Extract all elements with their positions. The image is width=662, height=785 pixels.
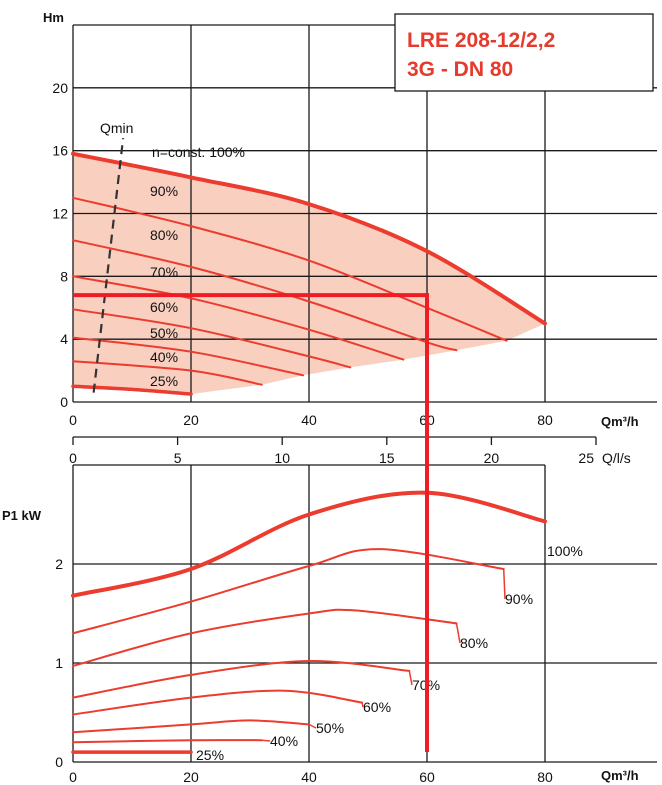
power-x-tick-0: 0 [69, 769, 77, 785]
head-x-tick-40: 40 [301, 412, 317, 428]
ls-tick-label-20: 20 [484, 450, 500, 466]
head-curve-label-60: 60% [150, 299, 178, 315]
power-x-tick-40: 40 [301, 769, 317, 785]
title-model: LRE 208-12/2,2 [407, 29, 555, 52]
power-leader-50 [309, 724, 316, 728]
power-curve-60 [73, 691, 362, 715]
title-variant: 3G - DN 80 [407, 58, 513, 81]
head-y-tick-12: 12 [52, 206, 68, 222]
ls-tick-label-5: 5 [174, 450, 182, 466]
ls-axis-label: Q/l/s [602, 450, 631, 466]
head-curve-label-90: 90% [150, 183, 178, 199]
power-curve-label-25: 25% [196, 747, 224, 763]
power-curve-label-80: 80% [460, 635, 488, 651]
power-x-tick-80: 80 [537, 769, 553, 785]
head-curve-label-40: 40% [150, 349, 178, 365]
power-x-tick-20: 20 [183, 769, 199, 785]
head-curve-label-70: 70% [150, 264, 178, 280]
head-curve-label-80: 80% [150, 227, 178, 243]
power-curve-40 [73, 740, 262, 742]
ls-tick-label-25: 25 [578, 450, 594, 466]
head-curve-label-50: 50% [150, 325, 178, 341]
head-y-tick-0: 0 [60, 394, 68, 410]
head-y-tick-8: 8 [60, 268, 68, 284]
power-y-axis-label: P1 kW [2, 508, 42, 523]
head-curve-label-n-const-100: n=const. 100% [152, 144, 245, 160]
power-curve-label-60: 60% [363, 699, 391, 715]
head-y-tick-16: 16 [52, 143, 68, 159]
power-curve-label-50: 50% [316, 720, 344, 736]
power-leader-40 [262, 740, 270, 741]
head-x-tick-80: 80 [537, 412, 553, 428]
head-y-tick-20: 20 [52, 80, 68, 96]
head-y-tick-4: 4 [60, 331, 68, 347]
power-curve-label-90: 90% [505, 591, 533, 607]
power-y-tick-2: 2 [55, 556, 63, 572]
head-x-axis-label: Qm³/h [601, 414, 639, 429]
power-x-tick-60: 60 [419, 769, 435, 785]
power-curve-label-40: 40% [270, 733, 298, 749]
power-y-tick-1: 1 [55, 655, 63, 671]
head-y-axis-label: Hm [43, 10, 64, 25]
ls-tick-label-15: 15 [379, 450, 395, 466]
ls-tick-label-10: 10 [274, 450, 290, 466]
head-x-tick-20: 20 [183, 412, 199, 428]
ls-tick-label-0: 0 [69, 450, 77, 466]
head-x-tick-0: 0 [69, 412, 77, 428]
power-x-axis-label: Qm³/h [601, 768, 639, 783]
head-curve-label-25: 25% [150, 373, 178, 389]
power-curve-label-100: 100% [547, 543, 583, 559]
power-y-tick-0: 0 [55, 754, 63, 770]
qmin-label: Qmin [100, 120, 133, 136]
